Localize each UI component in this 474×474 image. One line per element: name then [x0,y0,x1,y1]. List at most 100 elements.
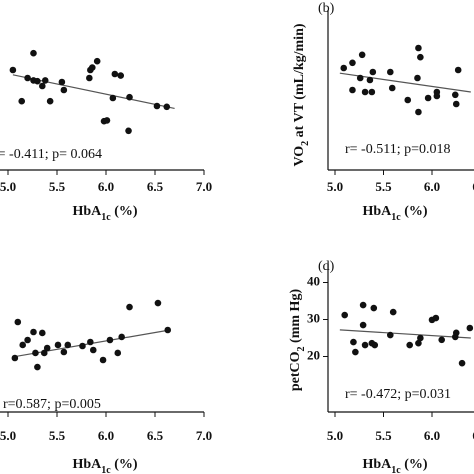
point [18,97,26,105]
point [109,94,117,102]
point [361,88,369,96]
point [424,94,432,102]
point [54,341,62,349]
x-label-part: (%) [111,457,138,472]
y-label-part: (mm Hg) [288,289,303,347]
point [370,304,378,312]
point [153,102,161,110]
x-label-part: 1c [391,465,401,474]
point [41,77,49,84]
point [366,76,374,84]
point [87,338,94,346]
point [359,321,367,329]
point [359,301,367,309]
axis-label: HbA1c (%) [72,457,137,474]
point [125,127,132,135]
point [103,117,111,124]
point [39,82,46,90]
y-label-part: at VT (mL/kg/min) [292,23,307,141]
point [14,318,22,326]
point [114,349,122,357]
point [454,66,462,74]
x-tick-label: 6.0 [424,179,440,194]
point [30,328,37,336]
point [126,93,133,101]
point [32,349,39,357]
point [40,349,48,357]
annotation: r= -0.411; p= 0.064 [0,147,102,162]
point [89,346,97,354]
point [19,341,27,349]
point [88,64,96,71]
x-tick-label: 5.5 [375,179,392,194]
x-tick-label: 6.0 [424,428,440,443]
point [118,333,125,341]
point [34,363,41,371]
x-tick-label: 6.5 [147,179,164,194]
axis-label: HbA1c (%) [362,204,427,223]
point [106,336,114,344]
y-tick-label: 30 [307,310,320,325]
point [60,348,68,356]
point [356,74,364,82]
x-tick-label: 6.0 [98,428,114,443]
x-tick-label: 5.5 [375,428,392,443]
point [24,74,31,82]
x-tick-label: 7.0 [196,428,212,443]
point [30,49,37,57]
trend-line [339,329,471,339]
point [452,100,460,108]
point [417,53,424,61]
annotation: r= -0.511; p=0.018 [345,142,451,157]
point [117,72,124,79]
point [358,51,366,59]
y-tick-label: 20 [307,347,320,362]
y-label-part: 2 [296,346,307,351]
point [350,338,357,346]
y-tick-label: 40 [307,273,320,288]
x-label-part: HbA [72,204,102,219]
point [368,88,376,96]
point [371,341,379,349]
x-label-part: (%) [401,457,428,472]
point [11,354,19,362]
axis-label: VO2 at VT (mL/kg/min) [292,23,311,166]
point [64,341,72,349]
point [111,70,119,78]
point [86,74,93,82]
point [79,342,86,350]
y-label-part: 2 [300,141,311,146]
x-label-part: (%) [401,204,428,219]
x-tick-label: 5.0 [327,428,343,443]
point [349,59,356,67]
y-label-part: petCO [288,351,303,391]
x-tick-label: 5.0 [327,179,343,194]
point [154,299,162,307]
x-label-part: HbA [72,457,102,472]
point [34,77,41,85]
x-tick-label: 5.0 [0,428,16,443]
point [404,96,412,104]
point [415,339,422,347]
point [386,68,394,76]
x-label-part: HbA [362,457,392,472]
point [341,311,349,319]
point [389,308,397,316]
x-tick-label: 5.5 [49,179,66,194]
point [43,344,51,352]
x-tick-label: 5.5 [49,428,66,443]
point [452,329,460,337]
x-label-part: HbA [362,204,392,219]
annotation: r= -0.472; p=0.031 [345,387,451,402]
axis-label: HbA1c (%) [362,457,427,474]
point [99,356,107,364]
point [438,336,446,344]
point [46,97,54,105]
point [406,341,413,349]
point [60,86,68,94]
x-tick-label: 7.0 [196,179,212,194]
point [126,303,133,311]
point [415,108,422,116]
point [386,331,394,339]
x-tick-label: 6.0 [98,179,114,194]
